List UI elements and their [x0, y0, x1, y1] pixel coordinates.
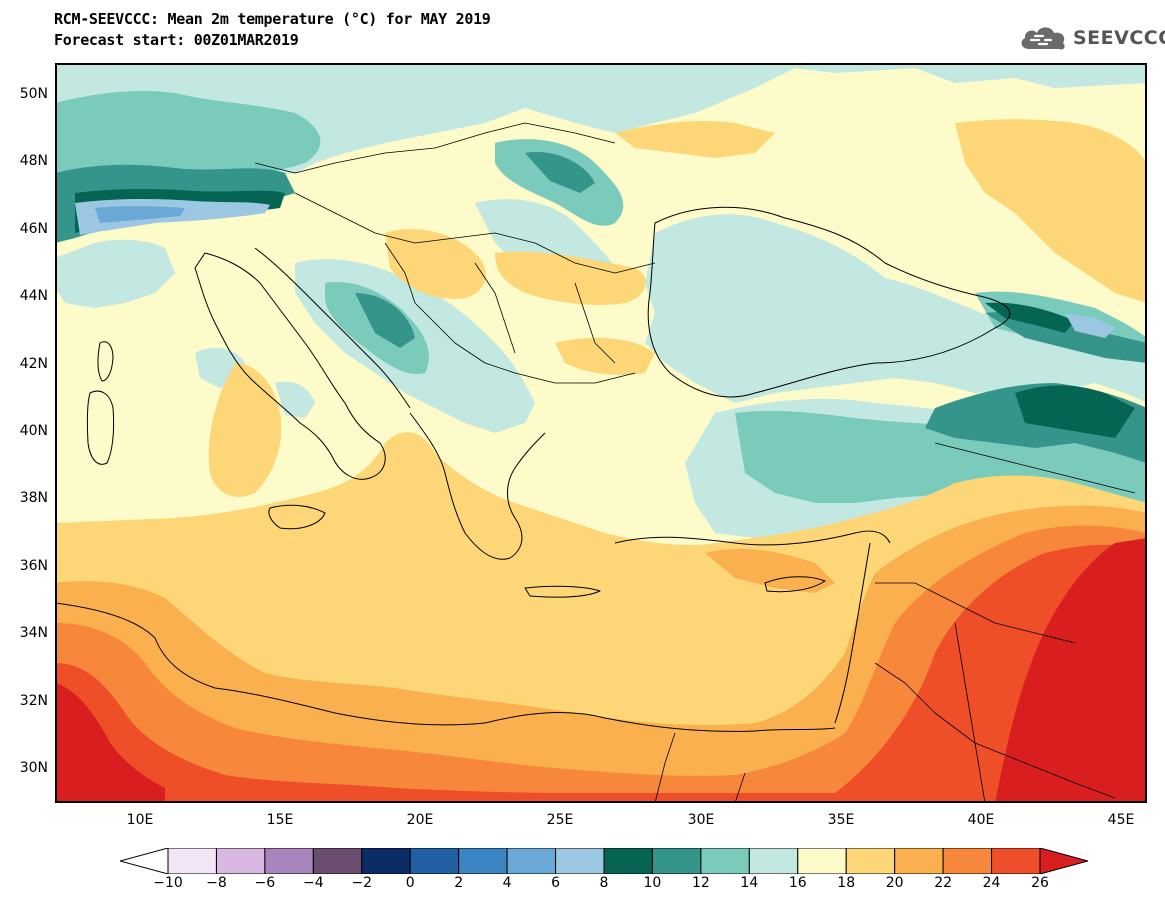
contour-4-6 — [95, 206, 185, 223]
colorbar-tick-label: 0 — [405, 875, 415, 891]
logo-text: SEEVCCC — [1073, 27, 1165, 49]
contour-above-26 — [55, 538, 1147, 803]
colorbar-tick-label: 26 — [1031, 875, 1049, 891]
colorbar-swatch — [651, 847, 702, 875]
colorbar-tick-label: −8 — [206, 875, 227, 891]
colorbar-swatch — [797, 847, 847, 875]
lon-label: 45E — [1107, 812, 1135, 828]
lon-label: 10E — [126, 812, 154, 828]
colorbar-swatch — [409, 847, 460, 875]
cloud-logo-icon — [1021, 27, 1065, 50]
colorbar-tick-label: 24 — [982, 875, 1001, 891]
colorbar-tick-label: 8 — [599, 875, 609, 891]
lat-label: 42N — [19, 356, 48, 372]
colorbar-swatch — [555, 847, 605, 875]
colorbar-tick-label: 18 — [837, 875, 856, 891]
lat-label: 50N — [19, 86, 48, 102]
lat-label: 32N — [19, 693, 48, 709]
colorbar-tick-label: 6 — [551, 875, 560, 891]
colorbar-swatch — [991, 847, 1041, 875]
lat-label: 34N — [19, 625, 48, 641]
colorbar-swatch — [312, 847, 363, 875]
colorbar-tick-label: 2 — [454, 875, 464, 891]
colorbar-swatch — [700, 847, 750, 875]
colorbar-swatch — [215, 847, 266, 875]
colorbar-swatch — [506, 847, 557, 875]
colorbar-tick-label: 14 — [740, 875, 759, 891]
colorbar-tick-label: 4 — [502, 875, 512, 891]
colorbar-tick-label: 10 — [643, 875, 662, 891]
colorbar-swatch — [748, 847, 799, 875]
coastlines — [55, 122, 1136, 803]
seevccc-logo: SEEVCCC — [1017, 20, 1165, 56]
colorbar-tick-label: −6 — [254, 875, 276, 891]
map-title: RCM-SEEVCCC: Mean 2m temperature (°C) fo… — [54, 10, 491, 28]
map-canvas — [55, 63, 1147, 803]
colorbar-swatches — [118, 847, 1090, 875]
colorbar-tick-label: −2 — [351, 875, 373, 891]
colorbar-swatch — [361, 847, 411, 875]
lat-label: 38N — [19, 490, 48, 506]
lat-label: 40N — [19, 423, 48, 439]
lat-label: 46N — [19, 221, 48, 237]
colorbar-min-triangle — [118, 847, 169, 875]
colorbar-tick-label: −4 — [303, 875, 324, 891]
lon-label: 15E — [266, 812, 294, 828]
lon-label: 35E — [827, 812, 855, 828]
lat-label: 36N — [19, 558, 48, 574]
colorbar-swatch — [458, 847, 508, 875]
colorbar-swatch — [942, 847, 993, 875]
colorbar-max-triangle — [1039, 847, 1090, 875]
temperature-map — [55, 63, 1147, 803]
colorbar-swatch — [894, 847, 944, 875]
contour-22-24 — [55, 525, 1147, 803]
colorbar-swatch — [167, 847, 217, 875]
colorbar-swatch — [845, 847, 896, 875]
lon-label: 20E — [406, 812, 434, 828]
lon-label: 40E — [967, 812, 995, 828]
colorbar-swatch — [603, 847, 653, 875]
forecast-start-label: Forecast start: 00Z01MAR2019 — [54, 31, 299, 49]
lat-label: 48N — [19, 153, 48, 169]
lon-label: 25E — [546, 812, 574, 828]
colorbar — [118, 847, 1090, 875]
lon-label: 30E — [687, 812, 715, 828]
lat-label: 30N — [19, 760, 48, 776]
colorbar-tick-label: 22 — [934, 875, 953, 891]
colorbar-tick-label: 12 — [691, 875, 710, 891]
colorbar-swatch — [264, 847, 314, 875]
lat-label: 44N — [19, 288, 48, 304]
colorbar-tick-label: −10 — [153, 875, 183, 891]
colorbar-tick-label: 20 — [885, 875, 904, 891]
colorbar-tick-label: 16 — [788, 875, 807, 891]
